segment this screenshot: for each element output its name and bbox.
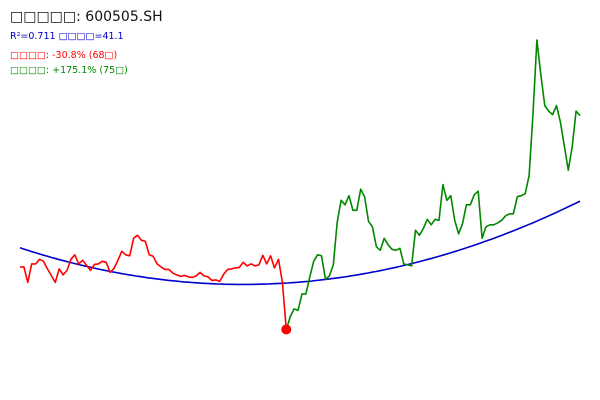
rise-stats-text: □□□□: +175.1% (75□): [10, 65, 128, 76]
decline-series-line: [20, 234, 288, 330]
decline-stats-text: □□□□: -30.8% (68□): [10, 50, 118, 61]
low-point-marker: [281, 324, 292, 335]
fit-stats-text: R²=0.711 □□□□=41.1: [10, 31, 124, 42]
fit-curve: [19, 200, 581, 286]
page-title: □□□□□: 600505.SH: [10, 9, 163, 25]
rise-series-line: [285, 39, 581, 330]
